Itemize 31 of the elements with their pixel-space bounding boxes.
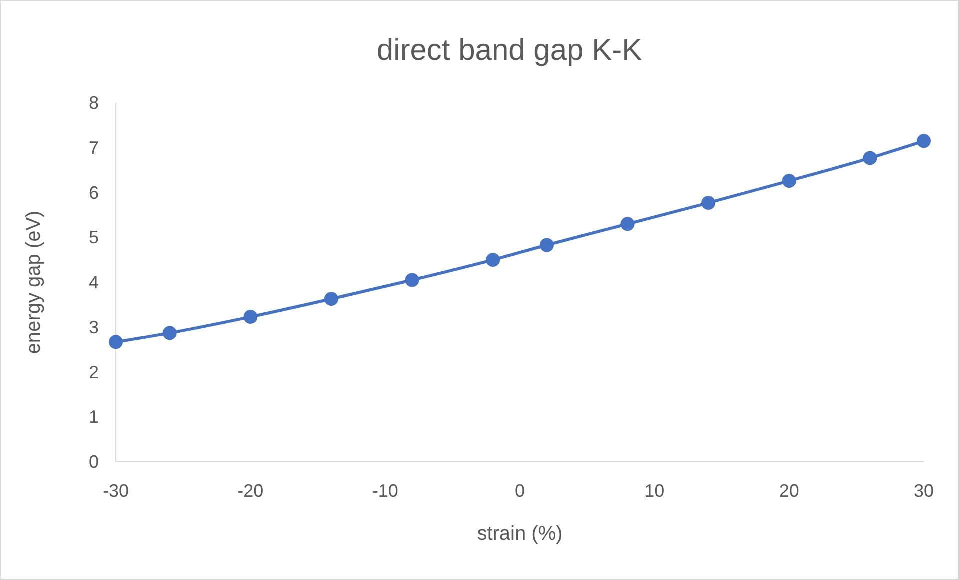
point <box>917 134 931 148</box>
point <box>782 174 796 188</box>
x-tick-label: -10 <box>372 481 398 501</box>
point <box>162 326 177 340</box>
y-tick-label: 8 <box>88 93 100 113</box>
x-tick-label: -20 <box>238 481 264 501</box>
point <box>109 335 123 350</box>
y-tick-label: 6 <box>88 182 100 203</box>
point <box>702 196 716 210</box>
x-axis-title: strain (%) <box>477 523 563 545</box>
y-tick-label: 5 <box>88 228 100 248</box>
point <box>244 310 258 324</box>
point <box>324 292 338 306</box>
x-tick-label: 10 <box>644 481 665 501</box>
x-tick-label: 0 <box>514 481 526 501</box>
point <box>863 151 878 166</box>
x-tick-label: 20 <box>779 481 800 501</box>
y-tick-label: 7 <box>88 138 100 158</box>
y-tick-label: 4 <box>88 272 100 292</box>
point <box>620 217 635 232</box>
point <box>405 273 420 288</box>
y-tick-label: 3 <box>88 317 100 338</box>
y-tick-label: 0 <box>88 452 100 472</box>
x-tick-label: -30 <box>102 481 130 501</box>
y-tick-label: 1 <box>88 407 100 428</box>
x-tick-label: 30 <box>914 481 934 501</box>
y-axis-title: energy gap (eV) <box>23 210 45 354</box>
point <box>486 253 500 268</box>
chart-title: direct band gap K-K <box>376 34 642 67</box>
y-tick-label: 2 <box>88 362 100 382</box>
point <box>540 238 554 252</box>
